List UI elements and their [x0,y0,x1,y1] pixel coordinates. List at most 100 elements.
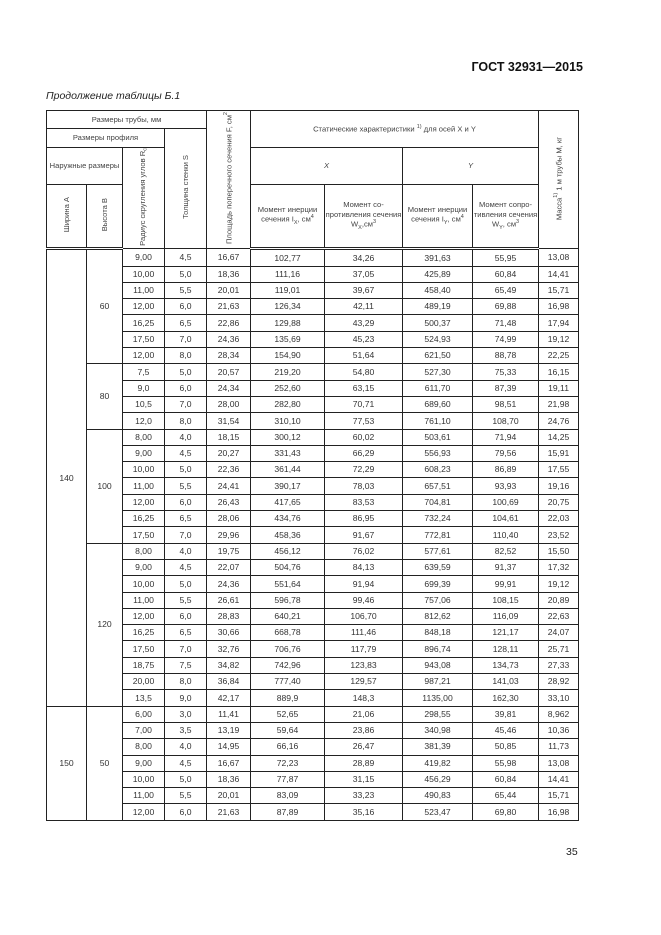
cell-ix: 456,12 [250,542,326,560]
cell-wx: 39,67 [324,281,404,300]
cell-wall-thickness: 5,0 [163,575,208,593]
cell-wy: 98,51 [472,395,540,414]
cell-wx: 35,16 [324,803,404,821]
cell-wall-thickness: 7,0 [163,640,208,658]
cell-wx: 34,26 [324,248,404,267]
cell-wx: 31,15 [324,770,404,789]
cell-radius: 13,5 [122,689,165,707]
header-outer-sizes: Наружные размеры [46,147,123,185]
cell-radius: 7,5 [122,363,165,381]
cell-ix: 52,65 [250,705,326,723]
cell-area: 21,63 [206,803,252,821]
cell-wy: 69,88 [472,298,540,316]
table-caption: Продолжение таблицы Б.1 [46,90,181,102]
cell-area: 29,96 [206,526,252,544]
cell-wy: 79,56 [472,444,540,463]
cell-height-b: 100 [86,428,123,544]
cell-wx: 51,64 [324,347,404,365]
cell-ix: 72,23 [250,754,326,772]
cell-iy: 639,59 [402,558,474,577]
cell-area: 19,75 [206,542,252,560]
cell-iy: 1135,00 [402,689,474,707]
header-pipe-sizes: Размеры трубы, мм [45,110,208,129]
cell-radius: 16,25 [122,624,165,642]
cell-wall-thickness: 6,0 [163,379,208,397]
table-row: 11,00 5,5 20,01 83,09 33,23 490,83 65,44 15,71 [47,787,580,805]
cell-height-b: 50 [86,705,123,821]
cell-wy: 75,33 [472,363,540,381]
cell-wall-thickness: 6,5 [163,624,208,642]
cell-iy: 699,39 [402,575,474,593]
cell-wall-thickness: 5,5 [163,477,208,495]
cell-wx: 60,02 [324,428,404,446]
table-row: 16,25 6,5 30,66 668,78 111,46 848,18 121,17 24,… [47,624,580,642]
cell-iy: 500,37 [402,314,474,332]
cell-mass: 15,71 [538,281,580,300]
cell-wx: 26,47 [324,738,404,756]
cell-radius: 10,00 [122,770,165,789]
cell-mass: 8,962 [538,705,580,723]
cell-height-b: 60 [86,248,123,365]
cell-mass: 27,33 [538,656,580,675]
cell-iy: 503,61 [402,428,474,446]
cell-iy: 425,89 [402,265,474,283]
cell-wall-thickness: 4,5 [163,444,208,463]
table-row: 10,00 5,0 24,36 551,64 91,94 699,39 99,91 19,12 [47,575,580,593]
cell-iy: 757,06 [402,591,474,609]
cell-area: 32,76 [206,640,252,658]
cell-iy: 381,39 [402,738,474,756]
cell-mass: 15,71 [538,787,580,805]
table-row: 17,50 7,0 32,76 706,76 117,79 896,74 128,11 25,… [47,640,580,658]
cell-mass: 10,36 [538,721,580,740]
cell-wx: 70,71 [324,395,404,414]
cell-wall-thickness: 3,0 [163,705,208,723]
cell-mass: 16,98 [538,298,580,316]
cell-wx: 91,67 [324,526,404,544]
cell-iy: 489,19 [402,298,474,316]
cell-iy: 523,47 [402,803,474,821]
cell-ix: 87,89 [250,803,326,821]
table-row: 7,00 3,5 13,19 59,64 23,86 340,98 45,46 10,36 [47,721,580,740]
cell-area: 31,54 [206,412,252,430]
cell-mass: 33,10 [538,689,580,707]
cell-wall-thickness: 7,0 [163,330,208,349]
header-iy: Момент инерции сечения IY, см4 [402,183,474,251]
cell-mass: 19,12 [538,330,580,349]
cell-area: 34,82 [206,656,252,675]
cell-wall-thickness: 4,5 [163,248,208,267]
cell-iy: 761,10 [402,412,474,430]
cell-iy: 608,23 [402,461,474,479]
cell-wy: 88,78 [472,347,540,365]
table-row: 20,00 8,0 36,84 777,40 129,57 987,21 141,03 28,… [47,673,580,691]
cell-radius: 11,00 [122,787,165,805]
cell-wy: 93,93 [472,477,540,495]
table-row: 9,0 6,0 24,34 252,60 63,15 611,70 87,39 19,11 [47,379,580,397]
cell-wy: 162,30 [472,689,540,707]
cell-wy: 60,84 [472,265,540,283]
document-code: ГОСТ 32931—2015 [471,60,583,74]
cell-wall-thickness: 6,0 [163,493,208,512]
cell-ix: 126,34 [250,298,326,316]
cell-wall-thickness: 6,0 [163,607,208,626]
cell-area: 24,34 [206,379,252,397]
cell-wx: 42,11 [324,298,404,316]
cell-mass: 19,11 [538,379,580,397]
cell-radius: 10,5 [122,395,165,414]
cell-ix: 434,76 [250,510,326,528]
header-ix: Момент инерции сечения IX, см4 [250,183,326,251]
cell-wall-thickness: 5,0 [163,770,208,789]
table-row: 10,00 5,0 18,36 111,16 37,05 425,89 60,84 14,41 [47,265,580,283]
cell-area: 42,17 [206,689,252,707]
table-row: 12,00 8,0 28,34 154,90 51,64 621,50 88,78 22,25 [47,347,580,365]
cell-radius: 12,00 [122,347,165,365]
cell-wx: 77,53 [324,412,404,430]
cell-mass: 28,92 [538,673,580,691]
cell-mass: 16,98 [538,803,580,821]
cell-ix: 282,80 [250,395,326,414]
table-row: 18,75 7,5 34,82 742,96 123,83 943,08 134,73 27,… [47,656,580,675]
cell-ix: 154,90 [250,347,326,365]
cell-ix: 458,36 [250,526,326,544]
cell-area: 22,36 [206,461,252,479]
cell-mass: 11,73 [538,738,580,756]
cell-wy: 45,46 [472,721,540,740]
